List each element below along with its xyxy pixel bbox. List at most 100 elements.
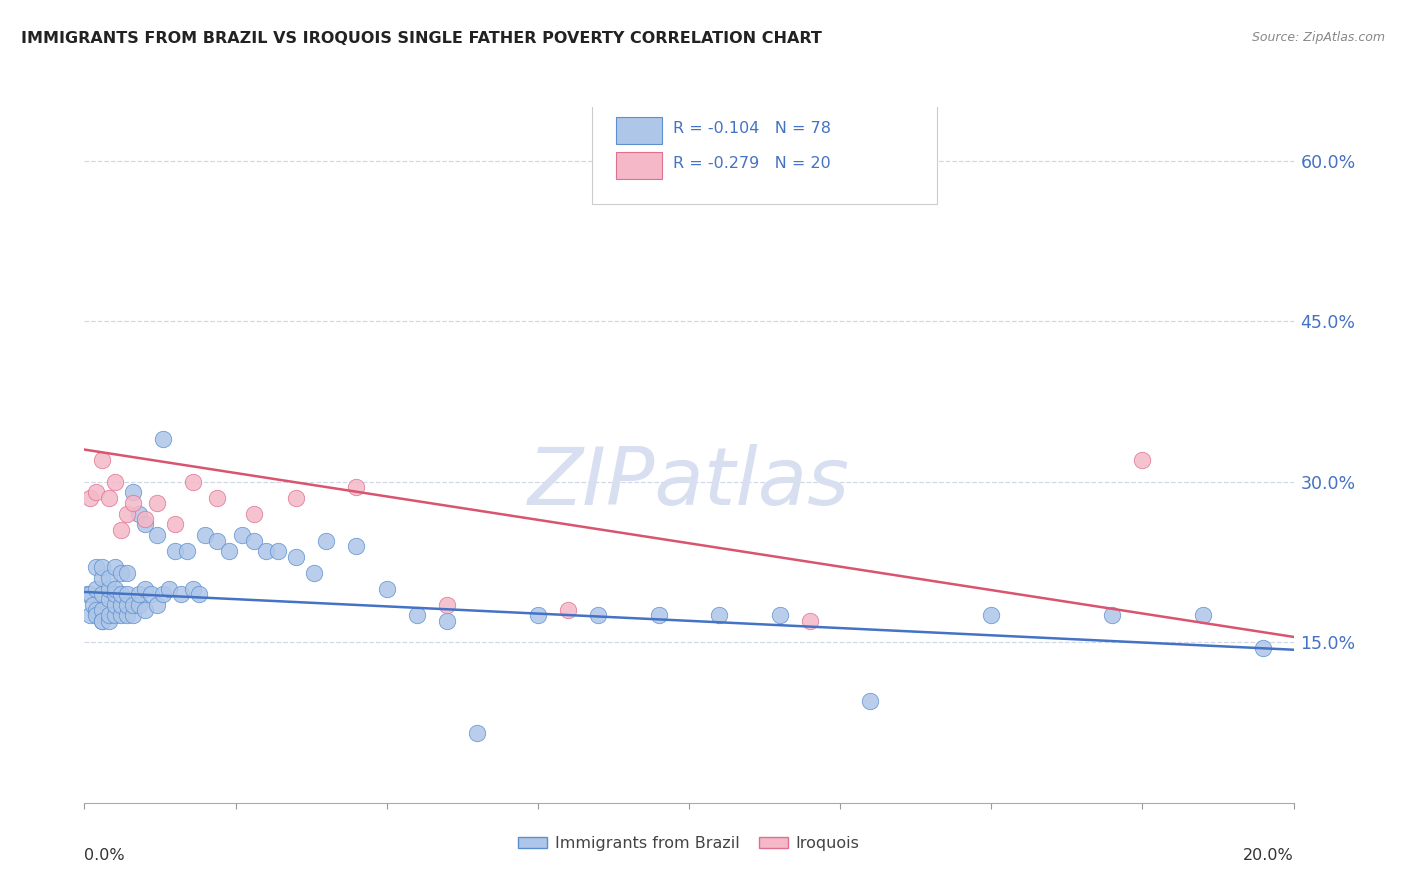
Text: Source: ZipAtlas.com: Source: ZipAtlas.com	[1251, 31, 1385, 45]
Point	[859, 694, 882, 708]
Point	[86, 582, 108, 596]
Text: IMMIGRANTS FROM BRAZIL VS IROQUOIS SINGLE FATHER POVERTY CORRELATION CHART: IMMIGRANTS FROM BRAZIL VS IROQUOIS SINGL…	[21, 31, 823, 46]
Point	[146, 528, 169, 542]
Point	[406, 608, 429, 623]
Point	[285, 491, 308, 505]
Point	[218, 544, 240, 558]
Point	[104, 475, 127, 489]
Point	[82, 598, 104, 612]
Point	[231, 528, 253, 542]
Point	[104, 582, 127, 596]
Point	[121, 496, 143, 510]
Point	[104, 560, 127, 574]
Point	[285, 549, 308, 564]
Point	[115, 507, 138, 521]
Point	[557, 603, 579, 617]
Point	[648, 608, 671, 623]
Point	[97, 608, 120, 623]
Text: R = -0.279   N = 20: R = -0.279 N = 20	[673, 156, 831, 171]
FancyBboxPatch shape	[616, 118, 662, 144]
Point	[157, 582, 180, 596]
Point	[315, 533, 337, 548]
Point	[76, 587, 98, 601]
Point	[110, 587, 132, 601]
Point	[121, 598, 143, 612]
Point	[104, 608, 127, 623]
Point	[115, 587, 138, 601]
Point	[79, 608, 101, 623]
Text: 20.0%: 20.0%	[1243, 848, 1294, 863]
Text: R = -0.104   N = 78: R = -0.104 N = 78	[673, 121, 831, 136]
Point	[121, 485, 143, 500]
Point	[91, 614, 114, 628]
Point	[176, 544, 198, 558]
Point	[181, 475, 204, 489]
Point	[1130, 453, 1153, 467]
Point	[165, 517, 187, 532]
Point	[110, 598, 132, 612]
Point	[91, 560, 114, 574]
Point	[152, 432, 174, 446]
Point	[134, 582, 156, 596]
Point	[146, 496, 169, 510]
Point	[91, 587, 114, 601]
Point	[79, 587, 101, 601]
Point	[1192, 608, 1215, 623]
Text: 0.0%: 0.0%	[84, 848, 125, 863]
Point	[110, 566, 132, 580]
Point	[467, 726, 489, 740]
Point	[980, 608, 1002, 623]
Point	[115, 608, 138, 623]
Point	[115, 598, 138, 612]
Point	[242, 507, 264, 521]
Point	[181, 582, 204, 596]
Point	[302, 566, 325, 580]
Point	[769, 608, 792, 623]
Point	[242, 533, 264, 548]
Point	[346, 539, 368, 553]
Point	[104, 598, 127, 612]
Point	[207, 533, 229, 548]
Point	[86, 485, 108, 500]
Point	[97, 592, 120, 607]
Point	[134, 517, 156, 532]
Point	[436, 614, 458, 628]
Text: ZIPatlas: ZIPatlas	[527, 443, 851, 522]
Point	[97, 614, 120, 628]
Point	[194, 528, 217, 542]
Point	[104, 587, 127, 601]
Point	[91, 614, 114, 628]
Point	[97, 571, 120, 585]
Point	[152, 587, 174, 601]
Point	[128, 587, 150, 601]
Point	[91, 603, 114, 617]
Point	[121, 608, 143, 623]
Point	[97, 491, 120, 505]
Legend: Immigrants from Brazil, Iroquois: Immigrants from Brazil, Iroquois	[512, 830, 866, 857]
Point	[134, 512, 156, 526]
Point	[436, 598, 458, 612]
Point	[588, 608, 610, 623]
Point	[799, 614, 821, 628]
Point	[91, 453, 114, 467]
Point	[86, 603, 108, 617]
Point	[79, 491, 101, 505]
Point	[91, 571, 114, 585]
Point	[267, 544, 290, 558]
Point	[188, 587, 211, 601]
Point	[110, 608, 132, 623]
Point	[146, 598, 169, 612]
FancyBboxPatch shape	[616, 153, 662, 178]
Point	[139, 587, 162, 601]
Point	[86, 560, 108, 574]
Point	[207, 491, 229, 505]
FancyBboxPatch shape	[592, 100, 936, 204]
Point	[527, 608, 550, 623]
Point	[110, 523, 132, 537]
Point	[128, 598, 150, 612]
Point	[86, 608, 108, 623]
Point	[128, 507, 150, 521]
Point	[170, 587, 193, 601]
Point	[97, 582, 120, 596]
Point	[346, 480, 368, 494]
